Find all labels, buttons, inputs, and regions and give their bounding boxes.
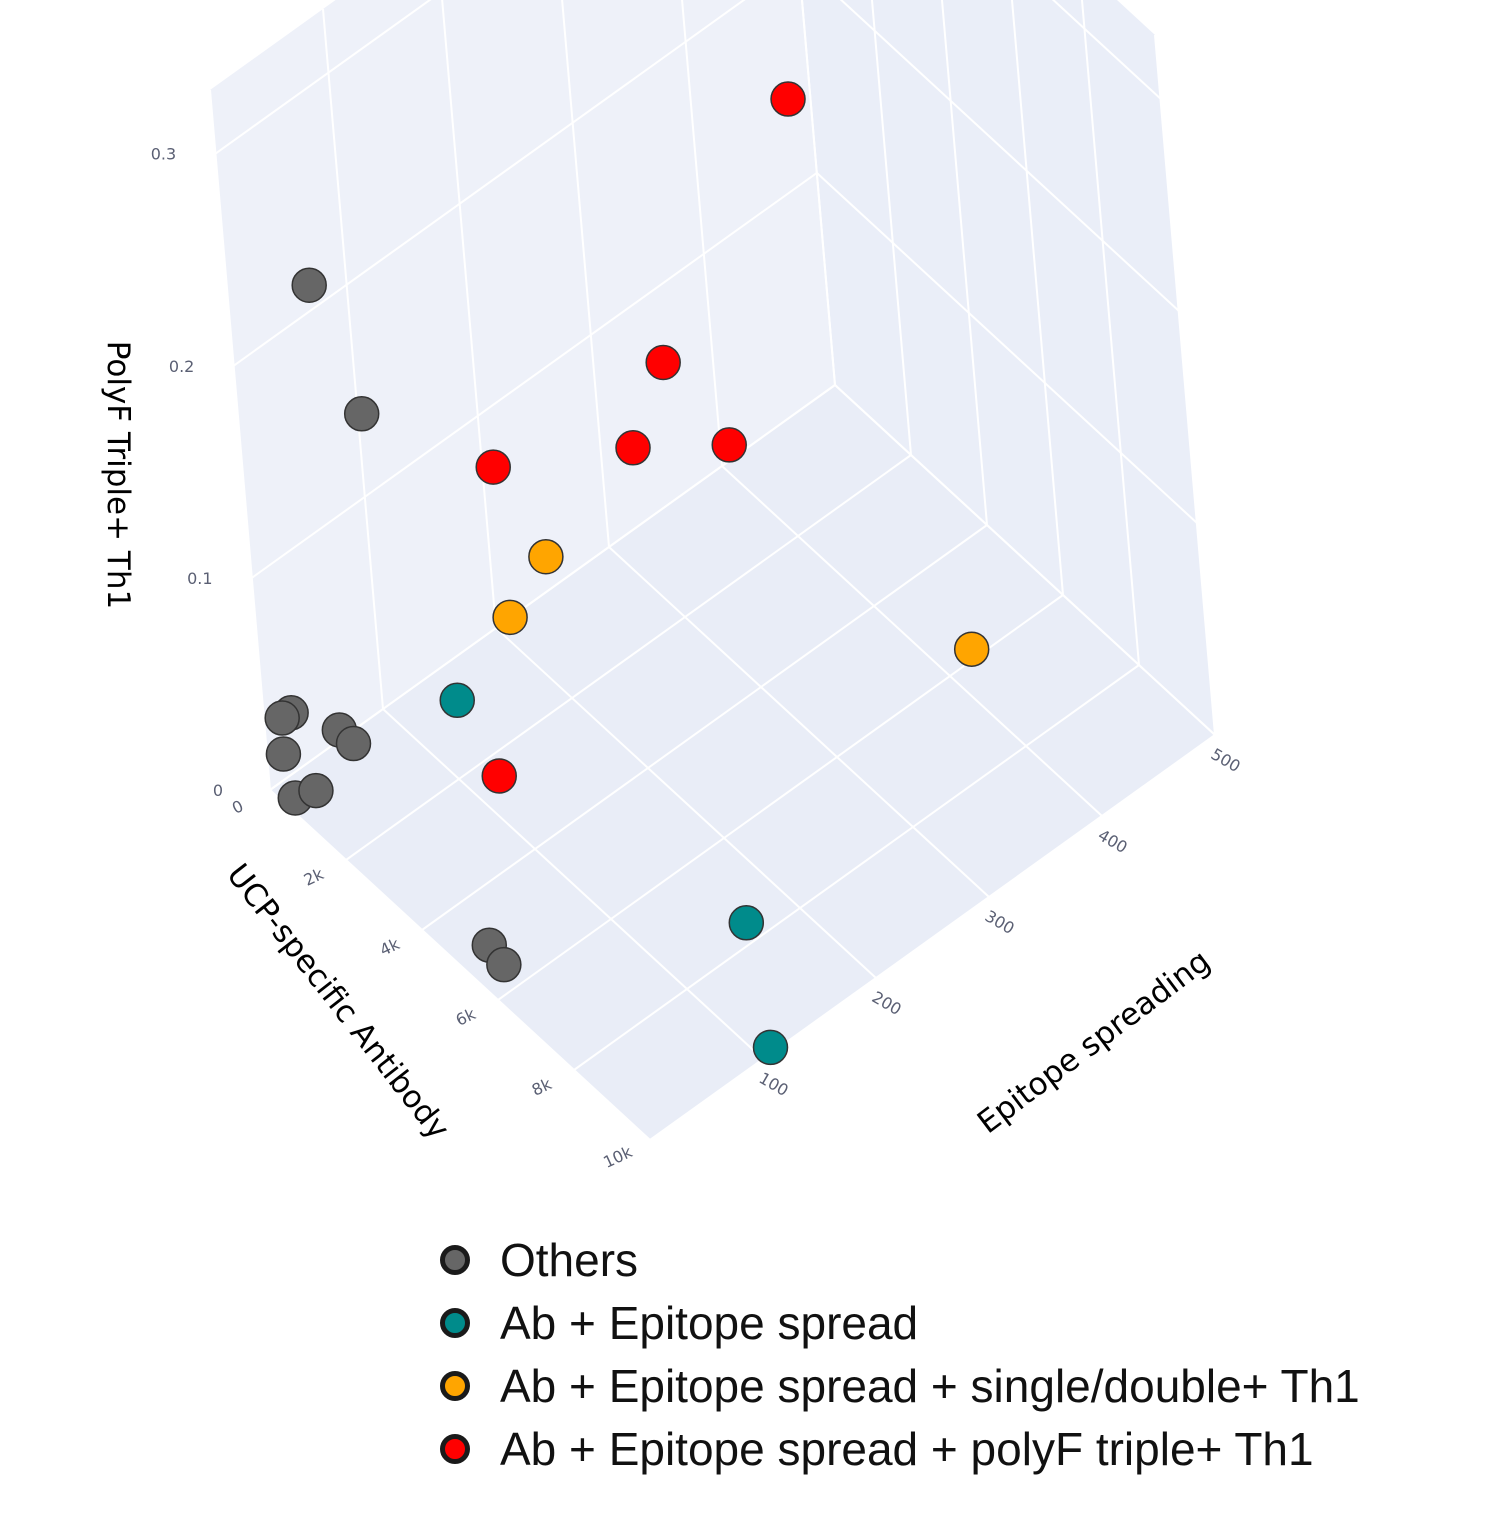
legend-item-polyf[interactable]: Ab + Epitope spread + polyF triple+ Th1: [440, 1417, 1360, 1480]
data-point-series-2: [492, 599, 528, 636]
data-point-series-0: [291, 267, 327, 303]
axis-panes: [210, 0, 1215, 1140]
grid-floor-x: [345, 454, 912, 861]
grid-back-y: [209, 89, 271, 791]
grid-floor-y: [495, 627, 877, 979]
y-tick-label: 400: [1095, 825, 1131, 857]
data-point-series-1: [439, 682, 475, 719]
data-point-series-0: [265, 736, 302, 772]
grid-side-x: [1010, 0, 1064, 596]
y-tick-label: 100: [756, 1068, 792, 1100]
x-tick-label: 4k: [377, 934, 403, 960]
legend: Others Ab + Epitope spread Ab + Epitope …: [440, 1228, 1360, 1480]
gridlines: [209, 0, 1216, 1141]
data-point-series-1: [728, 905, 765, 941]
grid-floor-x: [421, 524, 988, 931]
data-point-series-3: [645, 344, 681, 381]
legend-item-single-double[interactable]: Ab + Epitope spread + single/double+ Th1: [440, 1354, 1360, 1417]
grid-back-y: [800, 0, 836, 386]
grid-side-z: [1051, 0, 1162, 100]
legend-label: Others: [500, 1233, 639, 1286]
y-axis-title: Epitope spreading: [971, 943, 1217, 1141]
back-wall-pane: [210, 0, 835, 790]
z-tick-label: 0: [213, 781, 223, 800]
z-axis-title: PolyF Triple+ Th1: [100, 341, 136, 609]
data-points: [264, 81, 990, 1066]
x-tick-label: 2k: [301, 864, 327, 890]
data-point-series-3: [481, 758, 517, 794]
grid-side-x: [940, 0, 988, 526]
x-tick-label: 0: [229, 796, 246, 818]
data-point-series-0: [264, 700, 300, 736]
grid-back-z: [233, 0, 746, 367]
y-tick-label: 300: [982, 906, 1018, 938]
data-point-series-0: [486, 946, 522, 983]
grid-floor-x: [649, 734, 1216, 1141]
data-point-series-1: [752, 1029, 789, 1066]
side-wall-pane: [802, 0, 1215, 735]
grid-side-z: [834, 384, 1216, 736]
y-tick-label: 200: [869, 987, 905, 1019]
legend-label: Ab + Epitope spread: [500, 1296, 919, 1349]
y-tick-label: 500: [1208, 744, 1244, 776]
legend-marker-polyf: [440, 1433, 470, 1464]
legend-label: Ab + Epitope spread + single/double+ Th1: [500, 1359, 1360, 1412]
data-point-series-3: [711, 427, 747, 463]
legend-marker-ab-epitope: [440, 1307, 470, 1338]
grid-floor-y: [269, 789, 651, 1141]
grid-back-z: [214, 0, 432, 155]
data-point-series-0: [343, 396, 380, 432]
legend-label: Ab + Epitope spread + polyF triple+ Th1: [500, 1422, 1314, 1475]
z-tick-label: 0.1: [187, 569, 212, 588]
legend-marker-single-double: [440, 1370, 470, 1401]
x-tick-label: 8k: [529, 1074, 555, 1100]
legend-marker-others: [440, 1244, 470, 1275]
legend-item-ab-epitope[interactable]: Ab + Epitope spread: [440, 1291, 1360, 1354]
grid-floor-x: [573, 664, 1140, 1071]
z-tick-label: 0.3: [151, 145, 176, 164]
data-point-series-2: [953, 631, 990, 667]
data-point-series-0: [335, 725, 372, 762]
grid-floor-y: [608, 546, 990, 898]
z-tick-label: 0.2: [169, 357, 194, 376]
grid-side-z: [816, 172, 1198, 524]
data-point-series-3: [770, 81, 806, 117]
grid-back-y: [322, 8, 384, 710]
data-point-series-3: [615, 430, 651, 466]
grid-back-z: [251, 172, 818, 579]
grid-back-y: [681, 0, 723, 467]
data-point-series-0: [298, 772, 334, 809]
grid-side-x: [1154, 34, 1216, 736]
grid-back-y: [441, 0, 497, 629]
grid-floor-y: [382, 708, 764, 1060]
grid-floor-y: [721, 465, 1103, 817]
grid-side-x: [1080, 0, 1140, 666]
x-tick-label: 10k: [600, 1142, 636, 1172]
x-tick-label: 6k: [453, 1004, 479, 1030]
legend-item-others[interactable]: Others: [440, 1228, 1360, 1291]
grid-side-z: [839, 0, 1180, 312]
grid-side-x: [870, 0, 912, 456]
data-point-series-3: [475, 449, 511, 485]
data-point-series-2: [528, 538, 564, 575]
grid-back-y: [561, 0, 610, 548]
